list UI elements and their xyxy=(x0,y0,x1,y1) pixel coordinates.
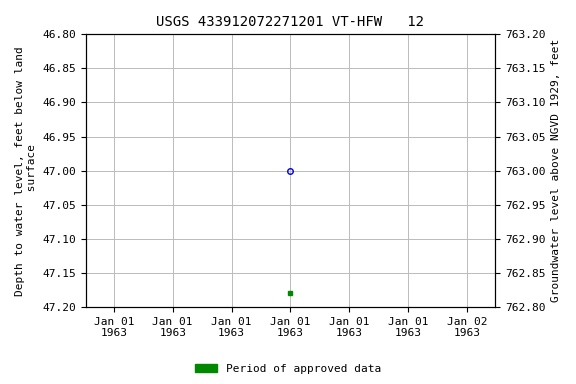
Y-axis label: Depth to water level, feet below land
 surface: Depth to water level, feet below land su… xyxy=(15,46,37,296)
Y-axis label: Groundwater level above NGVD 1929, feet: Groundwater level above NGVD 1929, feet xyxy=(551,39,561,302)
Title: USGS 433912072271201 VT-HFW   12: USGS 433912072271201 VT-HFW 12 xyxy=(157,15,425,29)
Legend: Period of approved data: Period of approved data xyxy=(191,359,385,379)
